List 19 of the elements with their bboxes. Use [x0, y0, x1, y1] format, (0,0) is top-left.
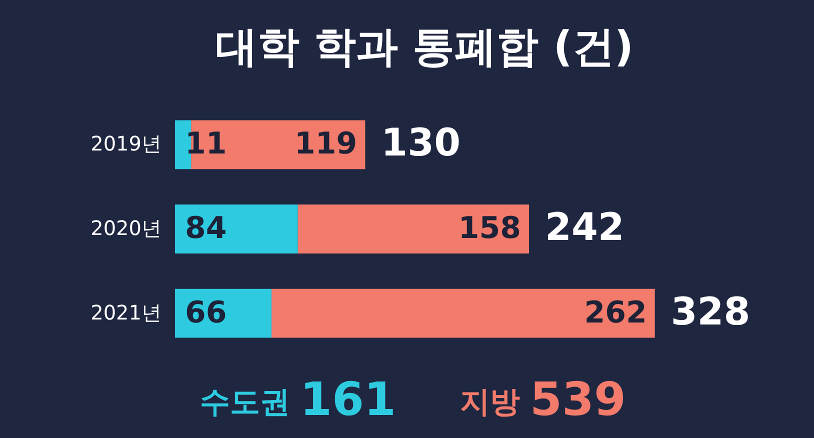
chart-title: 대학 학과 통폐합 (건): [215, 22, 634, 71]
text: 539: [530, 372, 626, 426]
bar: [175, 204, 298, 254]
total-label: 130: [381, 120, 461, 165]
text: 161: [300, 372, 396, 426]
y-tick-label: 2019년: [90, 132, 162, 156]
data-label: 262: [584, 295, 647, 330]
total-label: 328: [670, 289, 750, 334]
series-label: 수도권: [200, 385, 290, 420]
series-label: 지방: [460, 385, 520, 420]
data-label: 158: [458, 211, 522, 246]
y-tick-label: 2021년: [90, 300, 162, 324]
bar: [298, 204, 530, 254]
data-label: 84: [185, 211, 227, 246]
y-tick-label: 2020년: [90, 216, 162, 240]
data-label: 66: [185, 295, 227, 330]
bar: [272, 288, 655, 338]
total-label: 242: [545, 205, 624, 249]
data-label: 119: [294, 126, 358, 162]
